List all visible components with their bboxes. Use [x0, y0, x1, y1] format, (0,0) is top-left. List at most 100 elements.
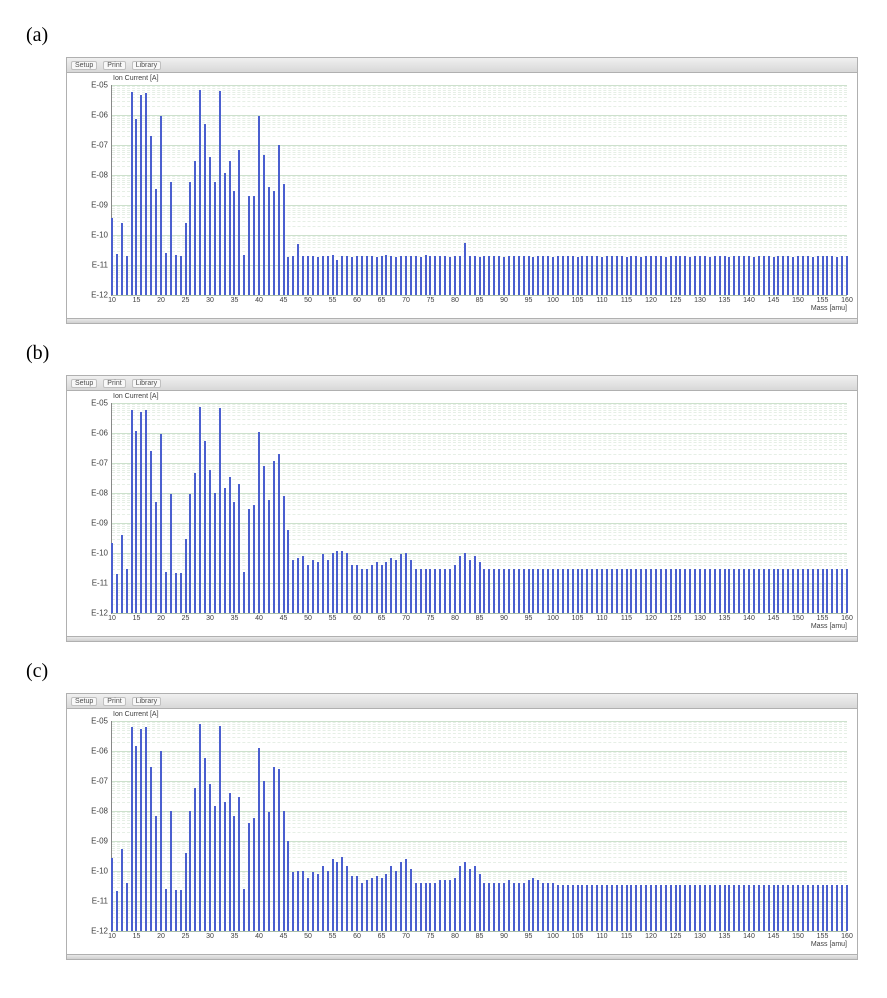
bar	[229, 161, 231, 295]
bar	[400, 554, 402, 613]
bar	[439, 256, 441, 295]
xtick-label: 80	[451, 295, 459, 304]
bar	[606, 569, 608, 613]
bar	[297, 558, 299, 613]
bar	[434, 256, 436, 295]
bar	[155, 189, 157, 295]
bar	[483, 569, 485, 613]
bar	[724, 569, 726, 613]
toolbar-button[interactable]: Print	[103, 61, 125, 70]
bar	[728, 885, 730, 931]
bar	[635, 256, 637, 295]
xtick-label: 150	[792, 613, 804, 622]
bar	[175, 255, 177, 295]
toolbar-button[interactable]: Setup	[71, 697, 97, 706]
bar	[630, 885, 632, 931]
bar	[577, 885, 579, 931]
xtick-label: 105	[572, 613, 584, 622]
chart-toolbar: Setup Print Library	[67, 376, 857, 391]
bar	[743, 885, 745, 931]
bar	[601, 257, 603, 295]
bar	[699, 256, 701, 295]
bar	[233, 502, 235, 613]
bar	[498, 569, 500, 613]
xtick-label: 60	[353, 613, 361, 622]
xtick-label: 90	[500, 295, 508, 304]
bar	[523, 569, 525, 613]
bar	[145, 93, 147, 295]
bar	[474, 866, 476, 931]
bar	[175, 890, 177, 931]
bar	[826, 256, 828, 295]
bar	[454, 878, 456, 931]
ytick-label: E-10	[91, 549, 112, 558]
bar	[361, 883, 363, 931]
bar	[140, 412, 142, 613]
bar	[719, 569, 721, 613]
bar	[689, 569, 691, 613]
bar	[390, 866, 392, 931]
xtick-label: 105	[572, 295, 584, 304]
bar	[425, 883, 427, 931]
bar	[287, 257, 289, 295]
bar	[650, 256, 652, 295]
bar	[802, 885, 804, 931]
bar	[665, 257, 667, 295]
bar	[724, 256, 726, 295]
bar	[763, 885, 765, 931]
bar	[140, 95, 142, 295]
bar	[111, 543, 113, 613]
bar	[454, 565, 456, 613]
bar	[846, 885, 848, 931]
ytick-label: E-09	[91, 837, 112, 846]
bar	[444, 880, 446, 931]
bar	[180, 256, 182, 295]
toolbar-button[interactable]: Setup	[71, 61, 97, 70]
bar	[483, 256, 485, 295]
xtick-label: 45	[280, 931, 288, 940]
chart-statusbar	[67, 318, 857, 323]
bar	[135, 431, 137, 613]
bar	[429, 569, 431, 613]
bar	[655, 256, 657, 295]
bar	[302, 256, 304, 295]
bar	[493, 256, 495, 295]
xtick-label: 10	[108, 931, 116, 940]
panel-label: (c)	[26, 660, 867, 683]
bar	[733, 885, 735, 931]
bar	[689, 257, 691, 295]
bar	[650, 569, 652, 613]
bar	[351, 876, 353, 931]
toolbar-button[interactable]: Print	[103, 379, 125, 388]
bar	[420, 883, 422, 931]
bar	[150, 136, 152, 295]
bar	[557, 885, 559, 931]
bar	[812, 257, 814, 295]
toolbar-button[interactable]: Print	[103, 697, 125, 706]
bar	[425, 255, 427, 295]
bar	[248, 823, 250, 931]
panel-label: (b)	[26, 342, 867, 365]
xtick-label: 55	[329, 295, 337, 304]
ytick-label: E-05	[91, 399, 112, 408]
bar	[792, 569, 794, 613]
bar	[209, 157, 211, 295]
bar	[415, 256, 417, 295]
bar	[675, 256, 677, 295]
bar	[126, 569, 128, 613]
toolbar-button[interactable]: Library	[132, 697, 161, 706]
xtick-label: 20	[157, 613, 165, 622]
bar	[219, 91, 221, 295]
bar	[709, 885, 711, 931]
bar	[802, 256, 804, 295]
toolbar-button[interactable]: Library	[132, 61, 161, 70]
bar	[283, 811, 285, 931]
toolbar-button[interactable]: Setup	[71, 379, 97, 388]
bar	[371, 565, 373, 613]
bar	[209, 470, 211, 613]
bar	[640, 257, 642, 295]
bar	[224, 488, 226, 613]
bar	[434, 883, 436, 931]
toolbar-button[interactable]: Library	[132, 379, 161, 388]
bar	[111, 858, 113, 931]
